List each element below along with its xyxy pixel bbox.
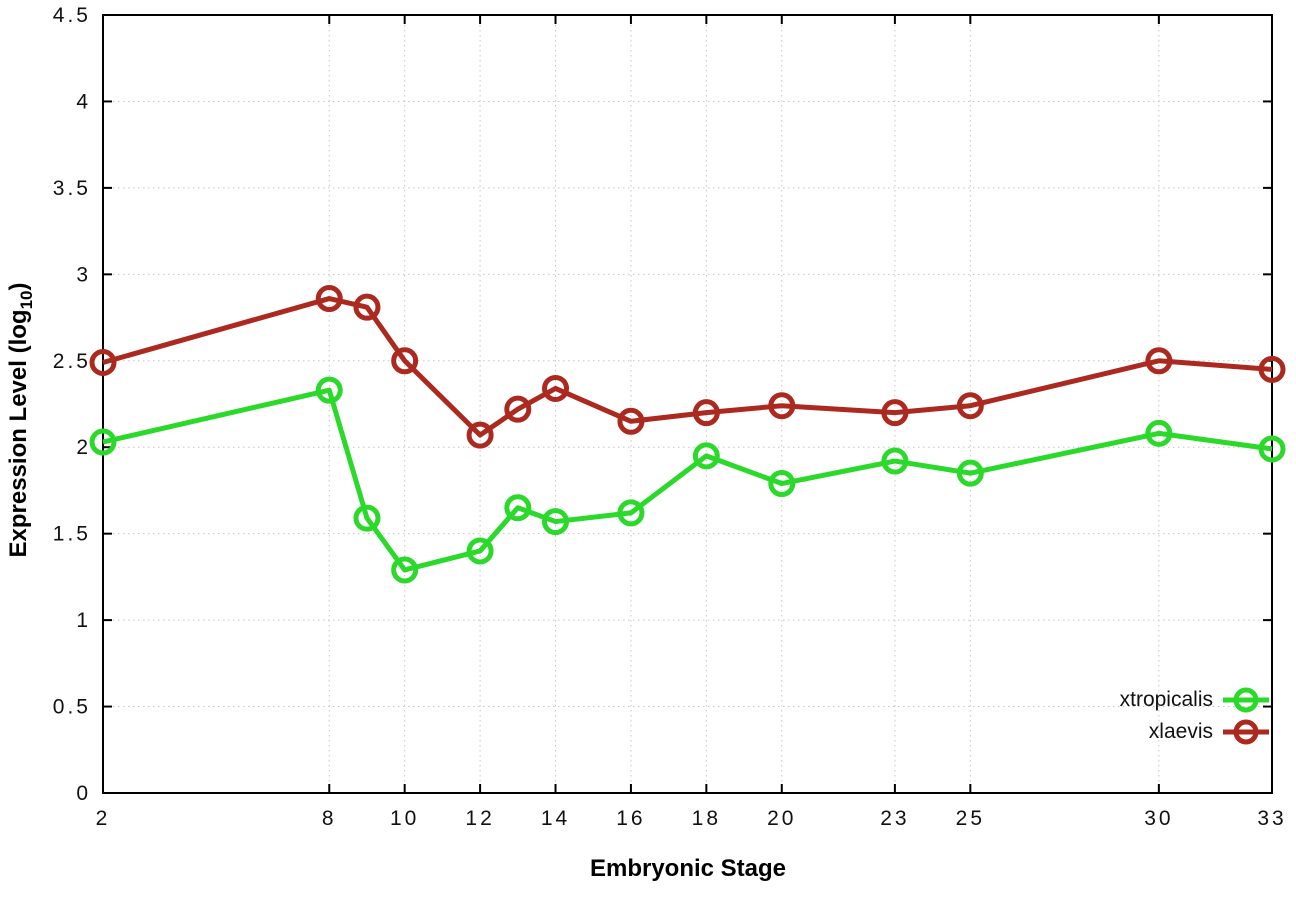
- marker-xtropicalis: [466, 537, 494, 565]
- legend-item-xtropicalis: xtropicalis: [1120, 684, 1270, 716]
- x-tick-label: 2: [96, 807, 111, 830]
- x-tick-label: 20: [767, 807, 796, 830]
- marker-xlaevis: [956, 392, 984, 420]
- y-tick-label: 0: [76, 782, 91, 805]
- y-tick-label: 2: [76, 436, 91, 459]
- marker-xlaevis: [391, 347, 419, 375]
- y-tick-label: 4: [76, 90, 91, 113]
- x-tick-label: 14: [541, 807, 570, 830]
- y-tick-label: 2.5: [53, 350, 91, 373]
- marker-xtropicalis: [692, 442, 720, 470]
- plot-border: [102, 14, 1273, 794]
- marker-xtropicalis: [89, 428, 117, 456]
- marker-xlaevis: [466, 421, 494, 449]
- marker-xtropicalis: [504, 494, 532, 522]
- marker-xtropicalis: [768, 470, 796, 498]
- y-axis-title-text: Expression Level (log: [5, 309, 33, 558]
- y-tick-label: 3: [76, 263, 91, 286]
- marker-xlaevis: [768, 392, 796, 420]
- x-tick-label: 10: [390, 807, 419, 830]
- marker-xtropicalis: [956, 459, 984, 487]
- x-tick-label: 16: [616, 807, 645, 830]
- legend-label-xlaevis: xlaevis: [1148, 720, 1213, 743]
- y-tick-label: 3.5: [53, 177, 91, 200]
- marker-xlaevis: [881, 399, 909, 427]
- marker-xtropicalis: [881, 447, 909, 475]
- legend: xtropicalis xlaevis: [1120, 684, 1270, 748]
- marker-xlaevis: [89, 349, 117, 377]
- legend-marker-xtropicalis: [1223, 687, 1269, 713]
- marker-xlaevis: [1145, 347, 1173, 375]
- x-tick-label: 23: [880, 807, 909, 830]
- marker-xlaevis: [504, 395, 532, 423]
- series-line-xlaevis: [102, 296, 1273, 438]
- marker-xtropicalis: [617, 499, 645, 527]
- x-tick-label: 18: [692, 807, 721, 830]
- marker-xtropicalis: [1258, 435, 1286, 463]
- y-tick-label: 1: [76, 609, 91, 632]
- marker-xlaevis: [353, 293, 381, 321]
- x-tick-label: 30: [1144, 807, 1173, 830]
- y-axis-title: Expression Level (log10): [5, 283, 37, 558]
- marker-xtropicalis: [542, 508, 570, 536]
- x-axis-title: Embryonic Stage: [589, 855, 787, 882]
- marker-xtropicalis: [315, 376, 343, 404]
- marker-xlaevis: [542, 374, 570, 402]
- marker-xtropicalis: [391, 556, 419, 584]
- marker-xlaevis: [692, 399, 720, 427]
- legend-item-xlaevis: xlaevis: [1120, 716, 1270, 748]
- marker-xlaevis: [1258, 355, 1286, 383]
- x-tick-label: 33: [1257, 807, 1286, 830]
- legend-marker-xlaevis: [1223, 719, 1269, 745]
- marker-xtropicalis: [353, 504, 381, 532]
- x-tick-label: 8: [322, 807, 337, 830]
- legend-label-xtropicalis: xtropicalis: [1119, 688, 1213, 711]
- x-tick-label: 25: [956, 807, 985, 830]
- y-axis-title-close: ): [5, 282, 33, 291]
- y-tick-label: 4.5: [53, 4, 91, 27]
- marker-xtropicalis: [1145, 419, 1173, 447]
- y-tick-label: 1.5: [53, 523, 91, 546]
- marker-xlaevis: [315, 285, 343, 313]
- y-tick-label: 0.5: [53, 696, 91, 719]
- y-axis-title-subscript: 10: [16, 290, 36, 310]
- x-tick-label: 12: [465, 807, 494, 830]
- marker-xlaevis: [617, 407, 645, 435]
